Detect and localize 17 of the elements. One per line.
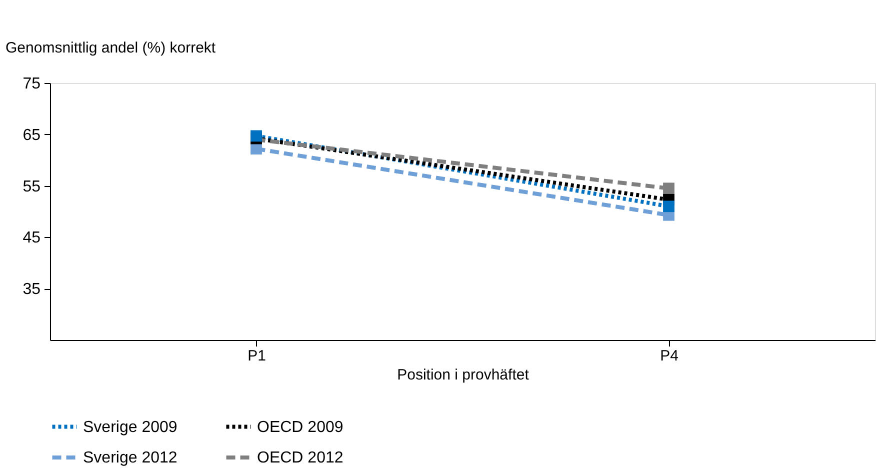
legend-label: Sverige 2009	[83, 418, 178, 436]
y-tick-label: 75	[22, 76, 41, 92]
point	[663, 182, 674, 194]
y-tick-label: 45	[22, 230, 41, 247]
y-tick-label: 35	[22, 281, 41, 298]
x-tick-label: P1	[248, 348, 266, 364]
x-tick-label: P4	[660, 348, 678, 364]
y-tick-label: 65	[22, 126, 41, 144]
y-axis-title: Genomsnittlig andel (%) korrekt	[6, 40, 216, 56]
legend-label: OECD 2012	[257, 450, 344, 466]
x-axis-title: Position i provhäftet	[397, 366, 530, 384]
y-tick-label: 55	[22, 178, 41, 196]
point	[250, 143, 262, 154]
point	[250, 130, 262, 142]
legend-label: OECD 2009	[257, 418, 344, 436]
legend-label: Sverige 2012	[83, 450, 178, 466]
point	[663, 200, 674, 212]
